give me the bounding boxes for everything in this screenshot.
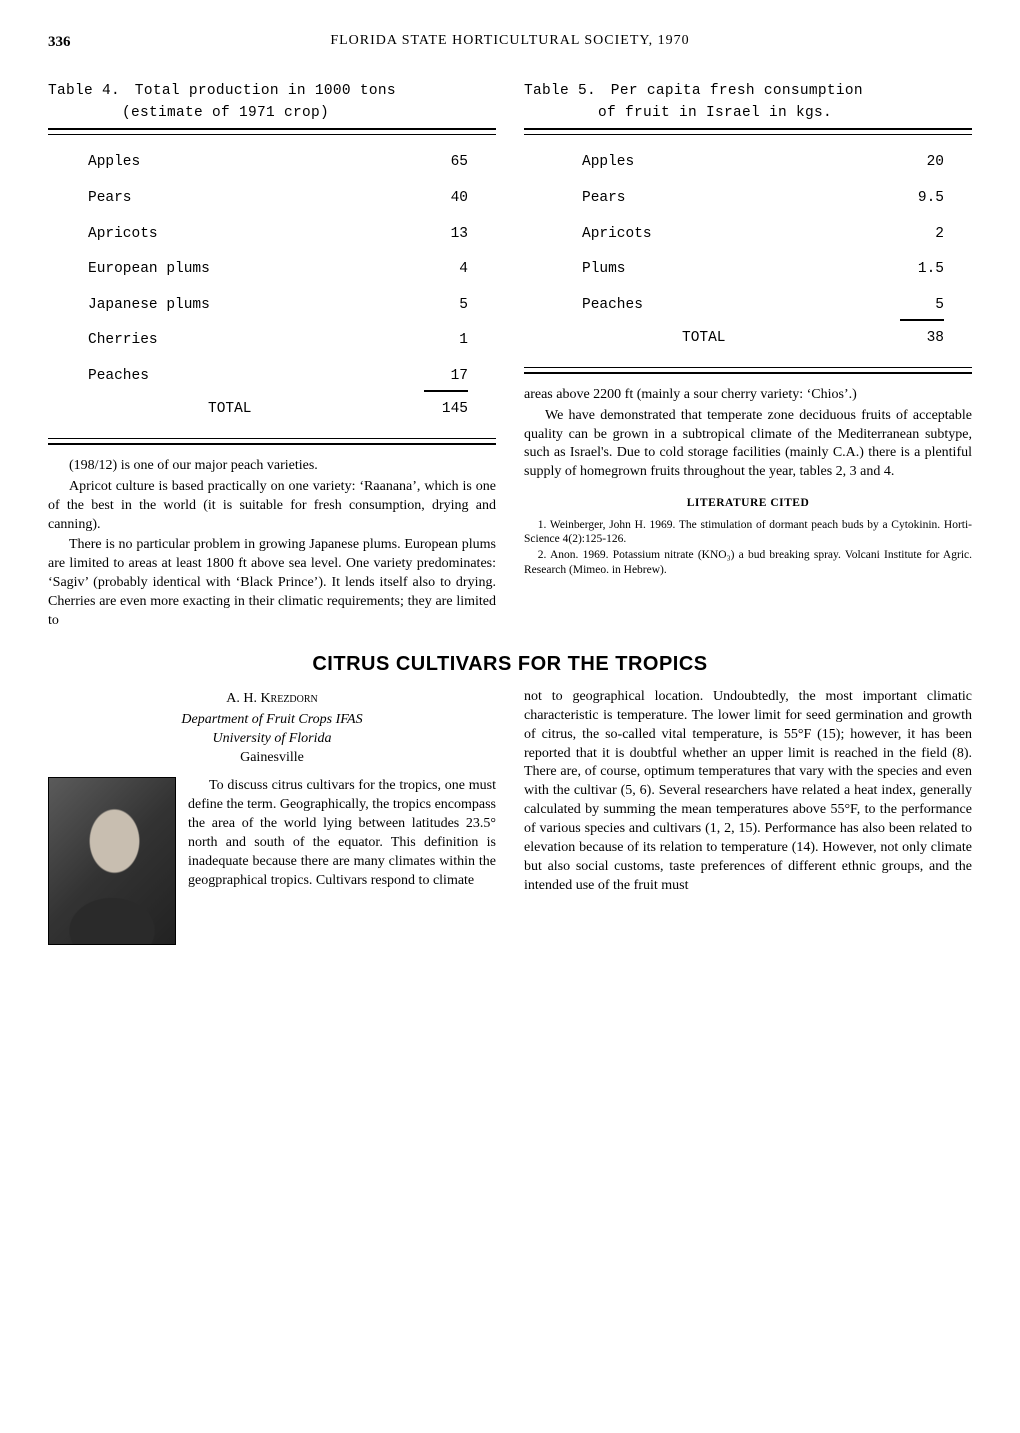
table-row-value: 9.5 (894, 189, 944, 209)
running-head: FLORIDA STATE HORTICULTURAL SOCIETY, 197… (330, 33, 689, 48)
page-header: 336 FLORIDA STATE HORTICULTURAL SOCIETY,… (48, 32, 972, 51)
reference: 1. Weinberger, John H. 1969. The stimula… (524, 518, 972, 547)
table-row: European plums 4 (88, 252, 468, 288)
table-row-value: 4 (418, 260, 468, 280)
body-paragraph: Apricot culture is based practically on … (48, 478, 496, 535)
body-paragraph: (198/12) is one of our major peach varie… (48, 457, 496, 476)
article-title: CITRUS CULTIVARS FOR THE TROPICS (48, 651, 972, 678)
table5-caption-line2: of fruit in Israel in kgs. (524, 103, 972, 125)
table-row-value: 17 (418, 367, 468, 387)
table-row-value: 2 (894, 225, 944, 245)
table4-caption-line2: (estimate of 1971 crop) (48, 103, 496, 125)
table-row: Japanese plums 5 (88, 288, 468, 324)
body-paragraph: To discuss citrus cultivars for the trop… (188, 777, 496, 890)
table-row: Apricots 2 (582, 217, 944, 253)
table-row-value: 40 (418, 189, 468, 209)
author-photo-block: To discuss citrus cultivars for the trop… (48, 777, 496, 945)
table-row-value: 1 (418, 331, 468, 351)
table-row-label: Peaches (88, 367, 149, 387)
table-row-label: Peaches (582, 296, 643, 316)
table5-caption-line1: Table 5. Per capita fresh consumption (524, 83, 863, 99)
table-row: Pears 40 (88, 181, 468, 217)
table-row: Peaches 5 (582, 288, 944, 324)
right-column-upper: Table 5. Per capita fresh consumption of… (524, 75, 972, 633)
table-row-label: Apples (88, 153, 140, 173)
table-row: Peaches 17 (88, 359, 468, 395)
table5-total-value: 38 (894, 329, 944, 349)
table-row: Apples 65 (88, 145, 468, 181)
table5-total-label: TOTAL (582, 329, 726, 349)
table-row-label: Pears (582, 189, 626, 209)
table-row-label: Plums (582, 260, 626, 280)
table5-total-row: TOTAL 38 (582, 321, 944, 357)
article-author: A. H. Krezdorn (48, 690, 496, 709)
table-row: Plums 1.5 (582, 252, 944, 288)
page-number: 336 (48, 32, 71, 52)
article-affiliation: University of Florida (48, 730, 496, 749)
article-affiliation: Gainesville (48, 749, 496, 768)
table-row-label: Apricots (88, 225, 158, 245)
table5: Apples 20 Pears 9.5 Apricots 2 Plums 1.5 Peaches… (524, 128, 972, 373)
table4-total-value: 145 (418, 400, 468, 420)
table-row-value: 1.5 (894, 260, 944, 280)
body-paragraph: There is no particular problem in growin… (48, 536, 496, 630)
photo-side-text: To discuss citrus cultivars for the trop… (188, 777, 496, 945)
article-affiliation: Department of Fruit Crops IFAS (48, 711, 496, 730)
table-row-label: Japanese plums (88, 296, 210, 316)
table-row-label: European plums (88, 260, 210, 280)
body-paragraph: areas above 2200 ft (mainly a sour cherr… (524, 386, 972, 405)
table-row: Cherries 1 (88, 323, 468, 359)
table-row-value: 5 (894, 296, 944, 316)
table-row-value: 65 (418, 153, 468, 173)
reference: 2. Anon. 1969. Potassium nitrate (KNO₃) … (524, 548, 972, 577)
table-row: Pears 9.5 (582, 181, 944, 217)
table-row-value: 20 (894, 153, 944, 173)
table-row-label: Cherries (88, 331, 158, 351)
table-row-label: Apples (582, 153, 634, 173)
table4-total-row: TOTAL 145 (88, 392, 468, 428)
table5-caption: Table 5. Per capita fresh consumption of… (524, 81, 972, 125)
table-row: Apricots 13 (88, 217, 468, 253)
table-row-label: Pears (88, 189, 132, 209)
table-row: Apples 20 (582, 145, 944, 181)
table4-caption-line1: Table 4. Total production in 1000 tons (48, 83, 396, 99)
body-paragraph: not to geographical location. Undoubtedl… (524, 688, 972, 896)
table-row-value: 13 (418, 225, 468, 245)
body-paragraph: We have demonstrated that temperate zone… (524, 407, 972, 483)
table4-total-label: TOTAL (88, 400, 252, 420)
article-two-col: A. H. Krezdorn Department of Fruit Crops… (48, 688, 972, 946)
table4-caption: Table 4. Total production in 1000 tons (… (48, 81, 496, 125)
table4: Apples 65 Pears 40 Apricots 13 European plums 4… (48, 128, 496, 445)
article-right-col: not to geographical location. Undoubtedl… (524, 688, 972, 946)
table-row-label: Apricots (582, 225, 652, 245)
table-row-value: 5 (418, 296, 468, 316)
article-left-col: A. H. Krezdorn Department of Fruit Crops… (48, 688, 496, 946)
literature-cited-head: LITERATURE CITED (524, 496, 972, 512)
upper-two-col: Table 4. Total production in 1000 tons (… (48, 75, 972, 633)
left-column-upper: Table 4. Total production in 1000 tons (… (48, 75, 496, 633)
author-photo (48, 777, 176, 945)
